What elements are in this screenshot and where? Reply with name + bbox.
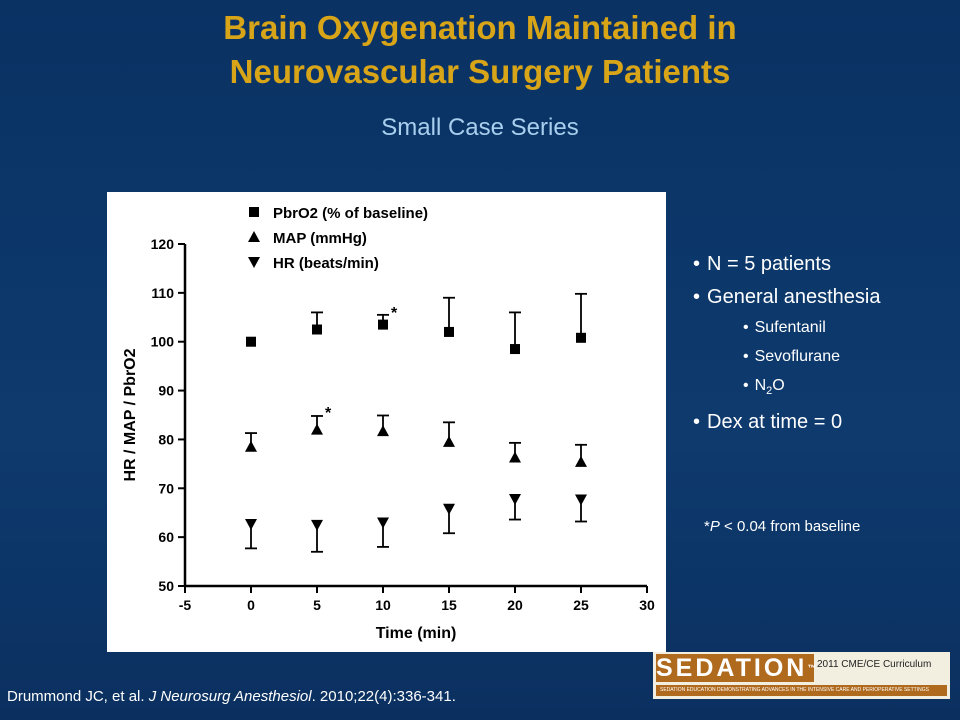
slide-title-line2: Neurovascular Surgery Patients: [229, 53, 731, 90]
data-point: [377, 517, 389, 529]
x-tick-label: 15: [441, 597, 457, 613]
x-tick-label: 25: [573, 597, 589, 613]
logo-word: SEDATION: [656, 654, 808, 682]
slide-title-line1: Brain Oxygenation Maintained in: [223, 9, 737, 46]
y-tick-label: 110: [151, 285, 174, 301]
data-point: [378, 319, 388, 330]
data-point: [576, 332, 586, 343]
data-point: [443, 435, 455, 447]
data-point: [312, 324, 322, 335]
sub-bullet-text: N: [754, 377, 767, 394]
y-tick-label: 60: [158, 529, 174, 545]
chart-svg: 50 60 70 80 90 100 110 120 -5 0 5 10 15 20 25 30 Time (m…: [122, 205, 655, 642]
bullet-text: General anesthesia: [707, 286, 881, 308]
legend-marker: [248, 257, 260, 268]
data-point: [311, 519, 323, 531]
data-point: [510, 344, 520, 355]
citation-authors: Drummond JC, et al.: [7, 688, 149, 705]
data-point: [575, 455, 587, 467]
significance-marker: *: [325, 405, 332, 422]
sedation-logo: SEDATION™ 2011 CME/CE Curriculum SEDATIO…: [653, 652, 950, 699]
legend-label: PbrO2 (% of baseline): [273, 205, 428, 222]
y-tick-label: 120: [151, 236, 175, 252]
logo-tm: ™: [807, 663, 817, 673]
data-point: [509, 451, 521, 463]
y-tick-label: 50: [158, 578, 174, 594]
x-tick-label: 30: [639, 597, 655, 613]
data-point: [444, 326, 454, 337]
logo-curriculum: 2011 CME/CE Curriculum: [817, 659, 932, 670]
y-tick-label: 90: [158, 383, 174, 399]
legend-label: HR (beats/min): [273, 255, 379, 272]
citation-rest: . 2010;22(4):336-341.: [311, 688, 456, 705]
citation-journal: J Neurosurg Anesthesiol: [148, 688, 312, 705]
y-axis-label: HR / MAP / PbrO2: [122, 348, 139, 481]
legend-marker: [249, 207, 259, 217]
data-point: [509, 494, 521, 506]
legend-label: MAP (mmHg): [273, 230, 367, 247]
x-axis-label: Time (min): [376, 625, 457, 642]
sub-bullet-item: • N2O: [743, 377, 785, 398]
x-tick-label: -5: [179, 597, 192, 613]
citation: Drummond JC, et al. J Neurosurg Anesthes…: [7, 688, 456, 705]
pvalue-prefix: *: [704, 518, 710, 535]
legend-marker: [248, 231, 260, 242]
bullet-text: Dex at time = 0: [707, 411, 843, 434]
pvalue-italic: P: [709, 518, 720, 535]
chart-panel: 50 60 70 80 90 100 110 120 -5 0 5 10 15 20 25 30 Time (m…: [107, 192, 666, 652]
slide-subtitle: Small Case Series: [381, 114, 579, 141]
data-point: [443, 503, 455, 515]
data-point: [245, 440, 257, 452]
data-point: [246, 336, 256, 347]
y-tick-label: 80: [158, 431, 174, 447]
y-tick-label: 70: [158, 480, 174, 496]
sub-bullet-item: • Sevoflurane: [743, 348, 840, 365]
data-point: [245, 518, 257, 530]
bullet-item: • Dex at time = 0: [693, 411, 843, 434]
sub-bullet-text: Sufentanil: [754, 319, 826, 336]
subscript: 2: [766, 385, 773, 398]
bullet-list: • N = 5 patients • General anesthesia • Suf…: [693, 254, 958, 445]
pvalue-note: *P < 0.04 from baseline: [704, 515, 904, 539]
x-tick-label: 20: [507, 597, 523, 613]
pvalue-rest: < 0.04 from baseline: [719, 518, 861, 535]
bullet-text: N = 5 patients: [707, 253, 831, 275]
sub-bullet-item: • Sufentanil: [743, 319, 826, 336]
y-tick-label: 100: [151, 334, 175, 350]
logo-band: SEDATION EDUCATION DEMONSTRATING ADVANCE…: [656, 685, 947, 696]
bullet-item: • N = 5 patients: [693, 253, 831, 275]
significance-marker: *: [391, 305, 398, 322]
data-point: [377, 425, 389, 437]
bullet-item: • General anesthesia: [693, 286, 881, 308]
data-point: [311, 423, 323, 435]
x-tick-label: 0: [247, 597, 255, 613]
logo-wordmark: SEDATION™: [656, 654, 817, 682]
sub-bullet-text: Sevoflurane: [754, 348, 840, 365]
data-point: [575, 494, 587, 506]
x-tick-label: 5: [313, 597, 321, 613]
x-tick-label: 10: [375, 597, 391, 613]
sub-bullet-suffix: O: [772, 377, 785, 394]
